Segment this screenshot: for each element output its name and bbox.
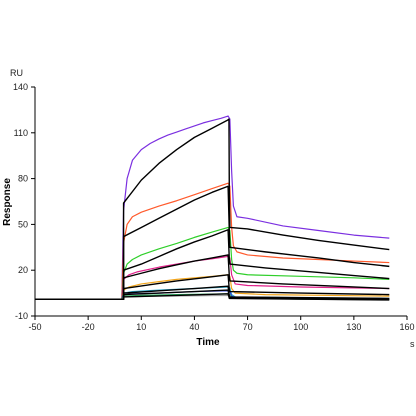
- x-axis-title: Time: [196, 337, 220, 348]
- measured-series-line-2: [35, 182, 390, 300]
- axes: [34, 87, 407, 317]
- y-tick-label: 20: [18, 265, 28, 275]
- fit-series-line-5: [35, 274, 390, 300]
- y-tick-label: 140: [13, 82, 28, 92]
- y-tick-label: 50: [18, 219, 28, 229]
- x-tick-label: -50: [28, 322, 41, 332]
- y-ticks: -10 20 50 80 110 140: [13, 82, 35, 321]
- measured-series-line-3: [35, 226, 390, 300]
- x-tick-label: 160: [399, 322, 414, 332]
- x-tick-label: 130: [346, 322, 361, 332]
- fit-series-line-4: [35, 254, 390, 300]
- x-tick-label: -20: [82, 322, 95, 332]
- x-tick-label: 10: [136, 322, 146, 332]
- y-tick-label: 80: [18, 174, 28, 184]
- y-axis-title: Response: [2, 178, 13, 226]
- fit-series-line-8: [35, 293, 390, 301]
- y-unit-label: RU: [10, 68, 23, 78]
- x-tick-label: 70: [243, 322, 253, 332]
- plot-area: [35, 115, 390, 301]
- x-ticks: -50 -20 10 40 70 100 130 160: [28, 316, 415, 332]
- measured-series-line-1: [35, 115, 390, 300]
- fit-series-line-1: [35, 118, 390, 300]
- fit-series-line-2: [35, 185, 390, 300]
- x-tick-label: 100: [293, 322, 308, 332]
- fit-series-line-3: [35, 229, 390, 300]
- x-unit-label: s: [410, 339, 415, 349]
- y-tick-label: 110: [14, 128, 28, 138]
- y-tick-label: -10: [15, 311, 28, 321]
- x-tick-label: 40: [189, 322, 199, 332]
